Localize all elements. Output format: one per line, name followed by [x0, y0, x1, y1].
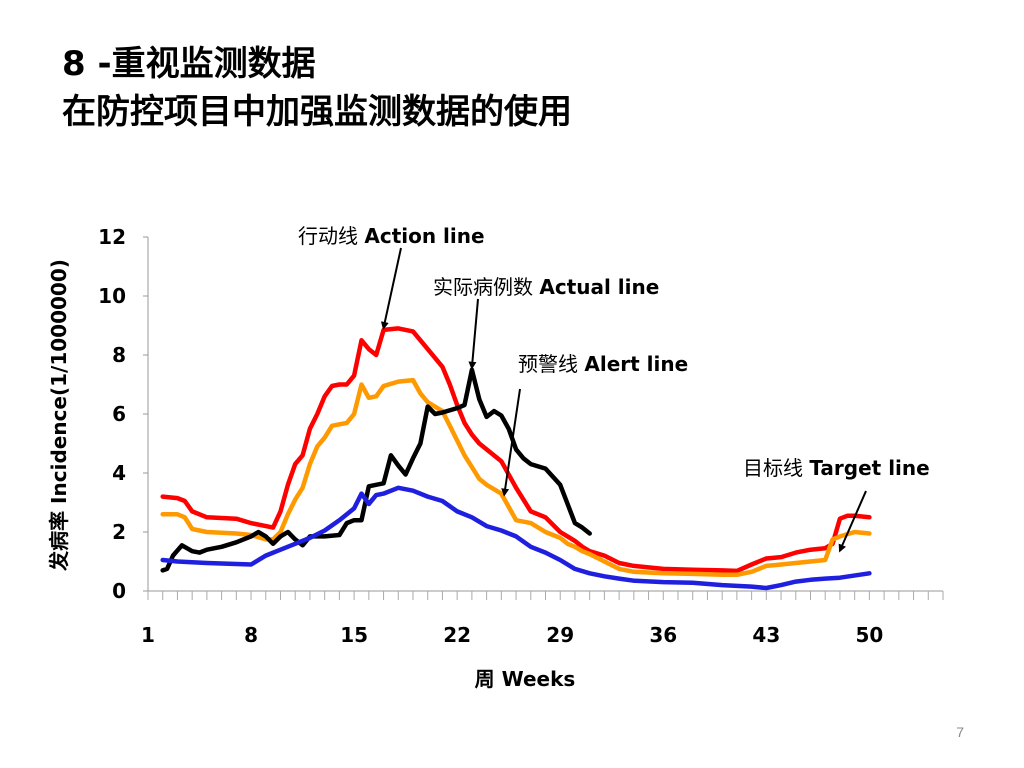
chart-annotations: 行动线 Action line 实际病例数 Actual line 预警线 Aler… — [298, 224, 930, 553]
y-tick-label: 4 — [112, 461, 126, 485]
x-tick-label: 8 — [244, 623, 258, 647]
chart-series — [160, 326, 872, 591]
annotation-label-en: Actual line — [539, 275, 659, 299]
x-tick-label: 36 — [649, 623, 677, 647]
x-tick-label: 29 — [546, 623, 574, 647]
annotation-arrow — [838, 490, 867, 553]
annotation-label: 预警线 Alert line — [518, 352, 688, 376]
x-tick-label: 43 — [752, 623, 780, 647]
series-line-3 — [160, 485, 872, 591]
annotation-label-en: Action line — [364, 224, 484, 248]
y-axis-label: 发病率 Incidence(1/1000000) — [47, 259, 71, 572]
page-number: 7 — [956, 724, 964, 740]
annotation-label-en: Target line — [809, 456, 929, 480]
annotation-label-cn: 行动线 — [298, 224, 364, 248]
annotation-label: 行动线 Action line — [298, 224, 485, 248]
series-line-1 — [160, 377, 872, 578]
annotation-arrow — [501, 388, 521, 497]
annotation-label: 实际病例数 Actual line — [433, 275, 659, 299]
x-axis-label: 周 Weeks — [475, 667, 576, 691]
annotation-label: 目标线 Target line — [743, 456, 930, 480]
annotation-label-en: Alert line — [584, 352, 688, 376]
y-tick-label: 0 — [112, 579, 126, 603]
annotation-arrow — [380, 247, 402, 330]
x-tick-label: 50 — [855, 623, 883, 647]
x-tick-label: 15 — [340, 623, 368, 647]
y-tick-label: 12 — [98, 225, 126, 249]
annotation-label-cn: 目标线 — [743, 456, 809, 480]
slide-title: 8 -重视监测数据 在防控项目中加强监测数据的使用 — [62, 40, 572, 136]
series-line-0 — [160, 326, 872, 574]
y-tick-label: 2 — [112, 520, 126, 544]
slide-title-line2: 在防控项目中加强监测数据的使用 — [62, 92, 572, 132]
slide-title-line1: 8 -重视监测数据 — [62, 44, 316, 84]
x-tick-label: 22 — [443, 623, 471, 647]
annotation-arrow — [468, 298, 479, 370]
annotation-label-cn: 实际病例数 — [433, 275, 539, 299]
series-line-2 — [160, 367, 592, 573]
y-tick-label: 10 — [98, 284, 126, 308]
y-tick-label: 6 — [112, 402, 126, 426]
y-tick-label: 8 — [112, 343, 126, 367]
x-tick-label: 1 — [141, 623, 155, 647]
annotation-label-cn: 预警线 — [518, 352, 584, 376]
chart-axes: 0 2 4 6 8 10 12 1 8 15 22 29 36 43 50 — [98, 225, 944, 647]
